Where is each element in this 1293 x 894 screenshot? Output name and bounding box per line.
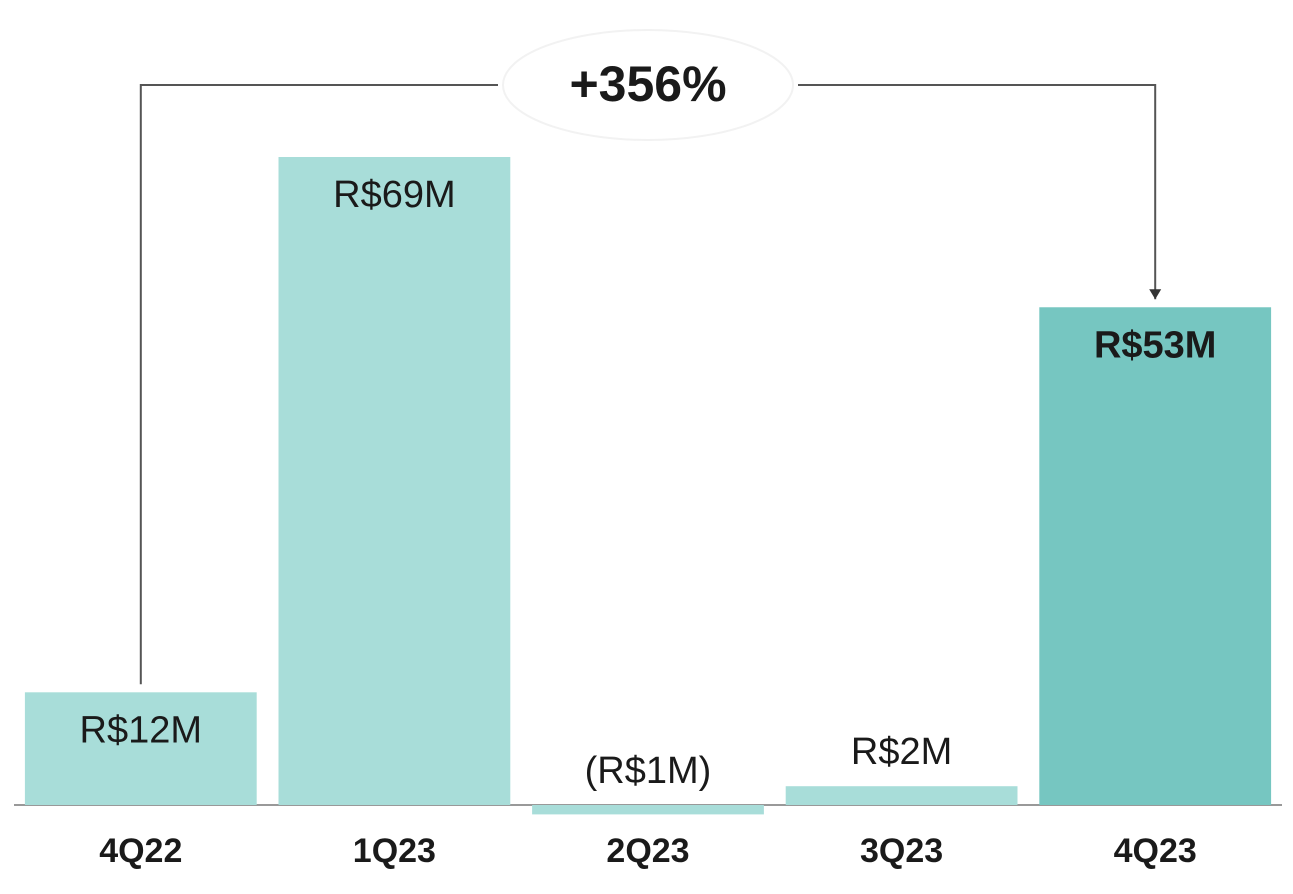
bar [532,805,764,815]
bar [1039,307,1272,805]
x-tick-label: 4Q22 [99,832,182,870]
value-label: R$12M [80,709,203,751]
value-label: R$2M [851,731,952,773]
bar [278,157,511,805]
value-label: R$69M [333,174,456,216]
annotation: +356% [569,56,726,112]
annotation-bubble [502,29,794,141]
value-label: R$53M [1094,324,1217,366]
value-label: (R$1M) [585,750,712,792]
x-tick-label: 1Q23 [353,832,436,870]
bar [24,692,257,805]
arrowhead [1149,289,1162,300]
x-tick-label: 4Q23 [1114,832,1197,870]
connector [139,84,1157,685]
bar [785,786,1018,805]
x-tick-label: 2Q23 [606,832,689,870]
x-tick-label: 3Q23 [860,832,943,870]
